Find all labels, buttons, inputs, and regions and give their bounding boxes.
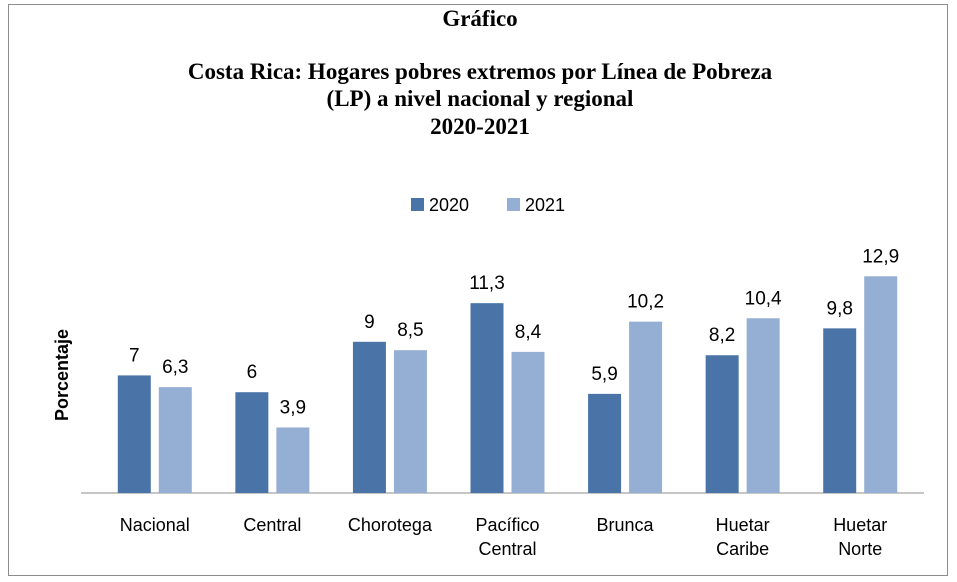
bar: [158, 387, 192, 493]
bar: [470, 303, 504, 493]
data-label: 8,5: [397, 320, 423, 341]
bar: [235, 392, 269, 493]
bar: [117, 375, 151, 493]
legend-swatch: [411, 198, 424, 211]
x-tick-label: Huetar Caribe: [715, 515, 770, 559]
bar: [511, 351, 545, 493]
data-label: 5,9: [591, 364, 617, 385]
data-label: 10,2: [627, 292, 664, 313]
x-tick-label: Central: [243, 515, 302, 535]
data-label: 9,8: [827, 298, 853, 319]
data-label: 6,3: [162, 357, 188, 378]
data-label: 6: [247, 362, 258, 383]
data-label: 8,2: [709, 325, 735, 346]
legend-swatch: [507, 198, 520, 211]
chart-frame: [8, 4, 948, 576]
data-label: 7: [129, 345, 140, 366]
data-label: 11,3: [469, 273, 505, 294]
bar: [588, 393, 622, 493]
data-label: 12,9: [862, 246, 899, 267]
bar: [823, 328, 857, 493]
chart-title: Gráfico: [442, 6, 517, 31]
data-label: 10,4: [745, 288, 782, 309]
legend-label: 2021: [525, 195, 565, 215]
x-tick-label: Nacional: [119, 515, 190, 535]
x-tick-label: Huetar Norte: [833, 515, 888, 559]
bar: [629, 321, 663, 493]
bar: [393, 350, 427, 493]
x-tick-label: Brunca: [596, 515, 654, 535]
x-tick-label: Chorotega: [347, 515, 432, 535]
bar: [705, 355, 739, 493]
x-tick-label: Pacífico Central: [475, 515, 540, 559]
chart-title: 2020-2021: [430, 114, 530, 139]
legend-label: 2020: [429, 195, 469, 215]
bar: [352, 341, 386, 493]
chart-title: (LP) a nivel nacional y regional: [327, 86, 634, 111]
data-label: 9: [364, 312, 375, 333]
data-label: 8,4: [515, 322, 542, 343]
bar: [746, 318, 780, 493]
bar: [864, 276, 898, 493]
bar: [276, 427, 310, 493]
chart-title: Costa Rica: Hogares pobres extremos por …: [188, 59, 773, 84]
y-axis-label: Porcentaje: [52, 329, 72, 421]
data-label: 3,9: [280, 397, 306, 418]
